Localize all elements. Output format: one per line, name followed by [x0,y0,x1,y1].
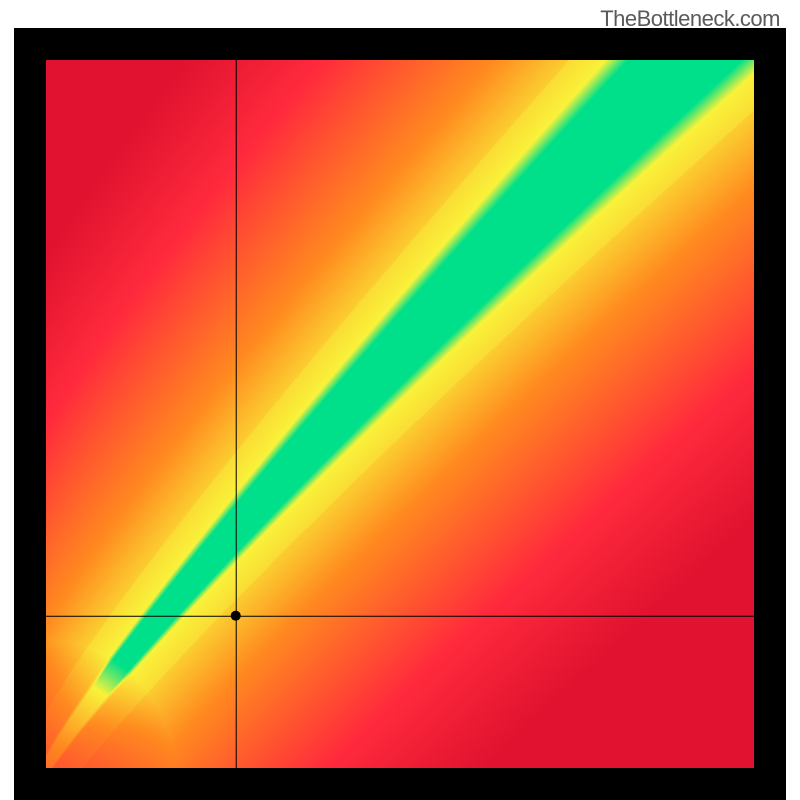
heatmap-canvas [14,28,786,800]
chart-frame [14,28,786,800]
chart-container: TheBottleneck.com [0,0,800,800]
